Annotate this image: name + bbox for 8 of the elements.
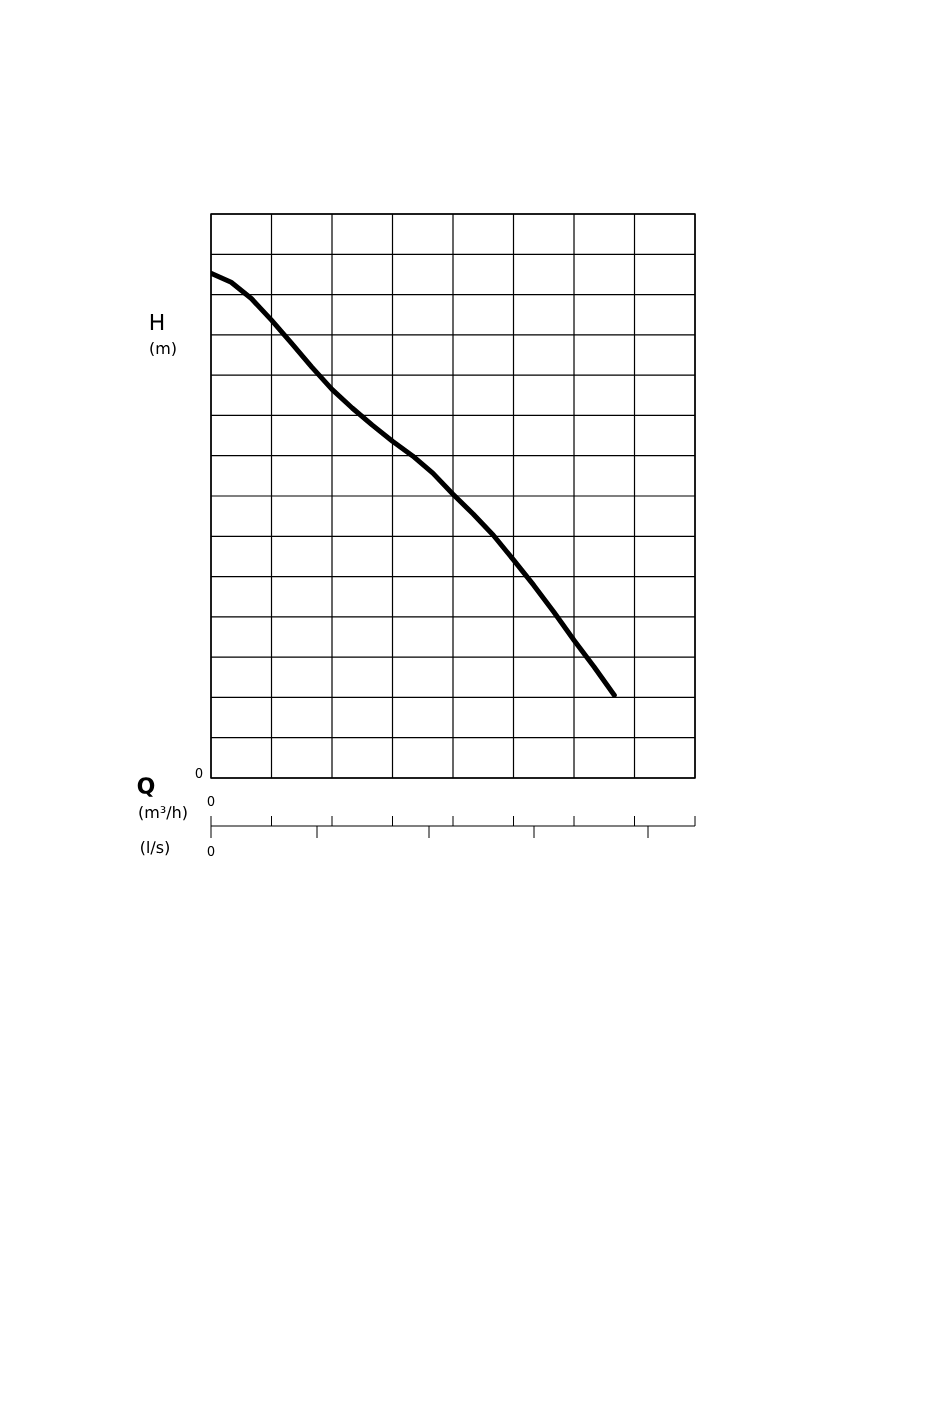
text: (m³/h) <box>139 805 187 821</box>
text: 0 <box>195 768 203 778</box>
text: (m) <box>150 341 176 357</box>
text: (l/s) <box>141 840 169 856</box>
text: 0 <box>207 796 215 806</box>
y-axis-title: H <box>150 313 164 331</box>
text: 0 <box>207 846 215 856</box>
x-axis-title: Q <box>137 777 155 797</box>
